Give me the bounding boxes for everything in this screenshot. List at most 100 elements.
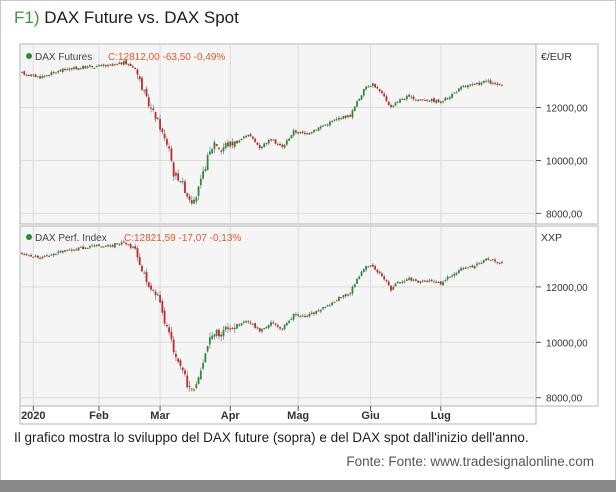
candle-body xyxy=(419,281,422,284)
candle-body xyxy=(100,246,103,248)
figure-title: F1) DAX Future vs. DAX Spot xyxy=(14,8,239,28)
candle-body xyxy=(299,132,302,134)
candle-body xyxy=(433,98,435,102)
candle-body xyxy=(455,272,458,275)
candle-body xyxy=(27,255,30,257)
candle-body xyxy=(143,89,146,91)
candle-body xyxy=(127,64,130,66)
candle-body xyxy=(301,315,304,317)
candle-body xyxy=(215,329,218,336)
candle-body xyxy=(120,62,123,65)
candle-body xyxy=(32,256,35,258)
candle-body xyxy=(245,136,248,138)
candle-body xyxy=(351,110,354,118)
candle-body xyxy=(396,101,399,103)
x-axis: 2020 Feb Mar Apr Mag Giu Lug xyxy=(21,406,451,422)
candle-body xyxy=(159,118,161,130)
candle-body xyxy=(464,267,467,269)
candle-body xyxy=(30,255,32,257)
candle-body xyxy=(274,139,277,144)
candle-body xyxy=(374,84,377,88)
candle-body xyxy=(242,136,245,139)
candle-body xyxy=(100,65,103,67)
candle-body xyxy=(66,249,69,251)
figure-label: F1) xyxy=(14,8,40,27)
candle-body xyxy=(199,178,202,186)
candle-body xyxy=(421,280,424,282)
candle-body xyxy=(349,293,352,295)
candle-body xyxy=(392,106,395,108)
candle-body xyxy=(399,282,401,284)
candle-body xyxy=(186,375,189,388)
candle-body xyxy=(462,85,465,88)
candle-body xyxy=(125,242,128,245)
candle-body xyxy=(116,63,118,65)
candle-body xyxy=(215,143,218,146)
candle-body xyxy=(175,353,177,358)
x-axis-strip xyxy=(19,405,537,425)
candle-body xyxy=(109,64,112,66)
candle-body xyxy=(322,307,324,309)
candle-body xyxy=(430,98,433,102)
candle-body xyxy=(385,96,388,102)
candle-body xyxy=(358,98,361,101)
candle-body xyxy=(118,244,121,246)
candle-body xyxy=(408,94,410,97)
candle-body xyxy=(344,115,347,118)
candle-body xyxy=(57,251,60,254)
candle-body xyxy=(340,297,343,299)
candle-body xyxy=(98,65,100,67)
candle-body xyxy=(412,96,415,100)
candle-body xyxy=(93,245,96,247)
candle-body xyxy=(111,245,114,247)
panel-futures-candles xyxy=(21,59,503,206)
candle-body xyxy=(141,265,143,272)
candle-body xyxy=(23,254,26,256)
candle-body xyxy=(73,67,75,69)
candle-body xyxy=(294,313,297,315)
candle-body xyxy=(437,99,440,103)
candle-body xyxy=(410,96,413,98)
candle-body xyxy=(181,367,184,371)
candle-body xyxy=(204,353,207,363)
candle-body xyxy=(324,306,327,308)
candle-body xyxy=(408,277,410,280)
candle-body xyxy=(365,265,367,270)
candle-body xyxy=(437,282,440,284)
bottom-bar xyxy=(0,480,616,492)
candle-body xyxy=(109,245,112,247)
y-tick-label: 10000,00 xyxy=(546,156,588,167)
x-tick-label: Feb xyxy=(89,410,109,422)
candle-body xyxy=(125,60,128,65)
candle-body xyxy=(104,245,107,247)
candle-body xyxy=(412,279,415,281)
candle-body xyxy=(417,280,420,283)
candle-body xyxy=(442,281,444,286)
candle-body xyxy=(120,242,123,245)
candle-body xyxy=(23,71,26,75)
candle-body xyxy=(104,65,107,67)
unit-label-futures: €/EUR xyxy=(541,51,572,63)
candle-body xyxy=(290,135,293,139)
candle-body xyxy=(276,325,279,327)
candle-body xyxy=(353,284,356,287)
candle-body xyxy=(471,84,474,86)
candle-body xyxy=(335,118,338,120)
candle-body xyxy=(98,244,100,246)
candle-body xyxy=(270,139,272,141)
candle-body xyxy=(113,64,116,66)
candle-body xyxy=(281,328,284,330)
candle-body xyxy=(342,295,345,298)
candle-body xyxy=(313,312,315,314)
candle-body xyxy=(113,243,116,248)
candle-body xyxy=(285,140,288,145)
candle-body xyxy=(304,315,306,317)
candle-body xyxy=(145,88,148,97)
candle-body xyxy=(154,112,157,120)
candle-body xyxy=(95,245,98,247)
candle-body xyxy=(64,68,66,70)
candle-body xyxy=(25,74,28,76)
candle-body xyxy=(170,148,173,161)
candle-body xyxy=(294,130,297,133)
